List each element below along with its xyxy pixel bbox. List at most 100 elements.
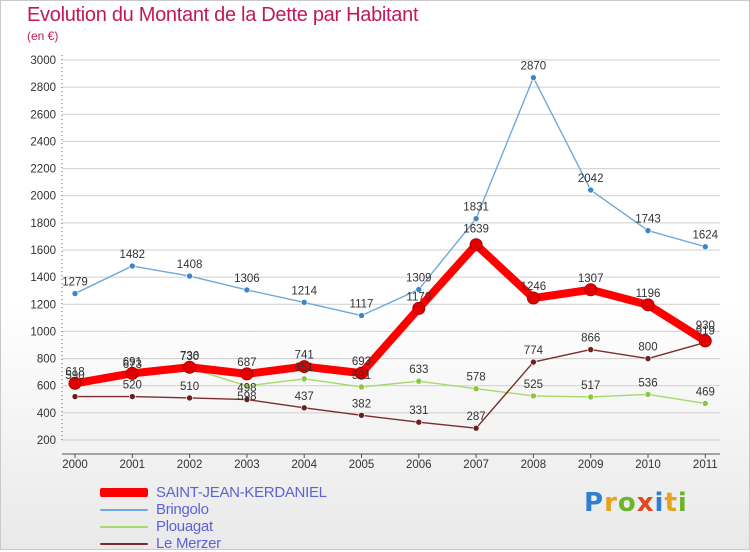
- logo-letter: i: [677, 488, 688, 518]
- data-label: 331: [409, 405, 428, 417]
- data-point: [71, 393, 79, 400]
- data-label: 1624: [693, 230, 719, 242]
- data-label: 1307: [578, 273, 604, 285]
- data-point: [701, 243, 709, 251]
- data-point: [415, 286, 423, 293]
- data-point: [644, 355, 652, 362]
- legend: SAINT-JEAN-KERDANIEL Bringolo Plouagat Le M…: [100, 484, 327, 552]
- y-tick-label: 200: [37, 435, 56, 447]
- legend-label: Bringolo: [156, 501, 209, 518]
- data-point: [186, 394, 193, 402]
- x-tick-label: 2011: [693, 459, 718, 471]
- data-label: 591: [352, 370, 371, 382]
- legend-label: Plouagat: [156, 518, 213, 535]
- data-point: [644, 391, 652, 398]
- legend-item: Bringolo: [100, 501, 327, 518]
- data-label: 578: [467, 372, 486, 384]
- legend-label: Le Merzer: [156, 535, 221, 552]
- y-tick-label: 1400: [30, 272, 56, 284]
- data-label: 1639: [463, 224, 489, 236]
- data-point: [701, 400, 709, 407]
- data-label: 1309: [406, 272, 432, 284]
- data-point: [644, 227, 652, 234]
- data-point: [587, 186, 595, 194]
- logo-letter: x: [636, 488, 655, 518]
- legend-item: SAINT-JEAN-KERDANIEL: [100, 484, 327, 501]
- data-label: 517: [581, 380, 600, 392]
- data-label: 525: [524, 379, 543, 391]
- data-label: 800: [638, 342, 657, 354]
- data-point: [68, 376, 82, 390]
- data-point: [243, 396, 251, 403]
- y-tick-label: 600: [37, 381, 56, 393]
- data-point: [587, 393, 595, 401]
- data-label: 1214: [291, 285, 317, 297]
- legend-label: SAINT-JEAN-KERDANIEL: [156, 484, 327, 501]
- legend-item: Le Merzer: [100, 535, 327, 552]
- data-point: [472, 385, 480, 393]
- data-label: 919: [696, 325, 715, 337]
- data-point: [358, 312, 365, 319]
- data-point: [129, 262, 136, 270]
- series-line-bringolo: [74, 76, 706, 317]
- data-label: 520: [123, 380, 142, 392]
- data-label: 1246: [521, 281, 547, 293]
- series-line-le-merzer: [74, 341, 706, 429]
- data-label: 1482: [120, 249, 146, 261]
- x-tick-label: 2002: [177, 459, 203, 471]
- legend-item: Plouagat: [100, 518, 327, 535]
- data-point: [358, 383, 365, 391]
- y-tick-label: 2000: [30, 191, 56, 203]
- x-tick-label: 2009: [578, 459, 604, 471]
- data-label: 2870: [521, 61, 547, 73]
- logo-letter: i: [654, 488, 665, 518]
- data-point: [300, 404, 308, 412]
- data-label: 2042: [578, 173, 604, 185]
- data-label: 651: [295, 362, 314, 374]
- data-label: 736: [180, 350, 199, 362]
- data-point: [125, 366, 139, 380]
- data-label: 741: [295, 350, 314, 362]
- data-label: 673: [123, 359, 142, 371]
- data-point: [530, 358, 537, 366]
- y-tick-label: 3000: [30, 55, 56, 67]
- x-tick-label: 2010: [635, 459, 661, 471]
- data-label: 1170: [406, 291, 431, 303]
- x-tick-label: 2000: [62, 459, 88, 471]
- logo-letter: t: [664, 488, 678, 518]
- data-label: 691: [123, 356, 142, 368]
- logo-letter: o: [617, 488, 637, 518]
- data-point: [415, 418, 423, 426]
- data-point: [530, 392, 537, 400]
- data-label: 510: [180, 381, 199, 393]
- y-tick-label: 2200: [30, 164, 56, 176]
- data-label: 1279: [62, 277, 88, 289]
- x-tick-label: 2005: [349, 459, 375, 471]
- chart-subtitle: (en €): [27, 29, 59, 43]
- data-point: [243, 382, 251, 390]
- data-label: 437: [295, 391, 314, 403]
- logo-letter: P: [584, 488, 605, 518]
- data-point: [530, 74, 537, 81]
- data-label: 633: [409, 364, 428, 376]
- data-label: 287: [467, 411, 486, 423]
- y-tick-label: 1800: [30, 218, 56, 230]
- legend-swatch: [100, 508, 148, 511]
- data-label: 930: [696, 320, 715, 332]
- x-tick-label: 2004: [291, 459, 317, 471]
- data-point: [355, 366, 368, 380]
- y-tick-label: 1600: [30, 245, 56, 257]
- data-label: 693: [352, 356, 371, 368]
- data-point: [300, 299, 308, 306]
- data-point: [240, 367, 254, 381]
- data-point: [71, 290, 79, 297]
- y-tick-label: 2800: [30, 82, 56, 94]
- y-tick-label: 2400: [30, 136, 56, 148]
- data-label: 1196: [636, 288, 661, 300]
- data-point: [358, 411, 365, 419]
- logo-letter: r: [604, 488, 618, 518]
- data-point: [641, 298, 655, 312]
